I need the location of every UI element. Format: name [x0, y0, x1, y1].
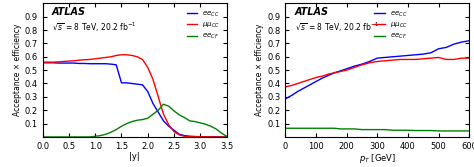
X-axis label: |y|: |y| [129, 152, 140, 161]
Legend: $ee_{CC}$, $\mu\mu_{CC}$, $ee_{CF}$: $ee_{CC}$, $\mu\mu_{CC}$, $ee_{CF}$ [372, 7, 411, 44]
Y-axis label: Acceptance × efficiency: Acceptance × efficiency [255, 24, 264, 116]
Text: ATLAS: ATLAS [294, 7, 328, 17]
X-axis label: $p_T$ [GeV]: $p_T$ [GeV] [359, 152, 396, 165]
Text: $\sqrt{s}$ = 8 TeV, 20.2 fb$^{-1}$: $\sqrt{s}$ = 8 TeV, 20.2 fb$^{-1}$ [52, 21, 137, 34]
Text: ATLAS: ATLAS [52, 7, 86, 17]
Y-axis label: Acceptance × efficiency: Acceptance × efficiency [13, 24, 22, 116]
Text: $\sqrt{s}$ = 8 TeV, 20.2 fb$^{-1}$: $\sqrt{s}$ = 8 TeV, 20.2 fb$^{-1}$ [294, 21, 379, 34]
Legend: $ee_{CC}$, $\mu\mu_{CC}$, $ee_{CF}$: $ee_{CC}$, $\mu\mu_{CC}$, $ee_{CF}$ [184, 7, 223, 44]
